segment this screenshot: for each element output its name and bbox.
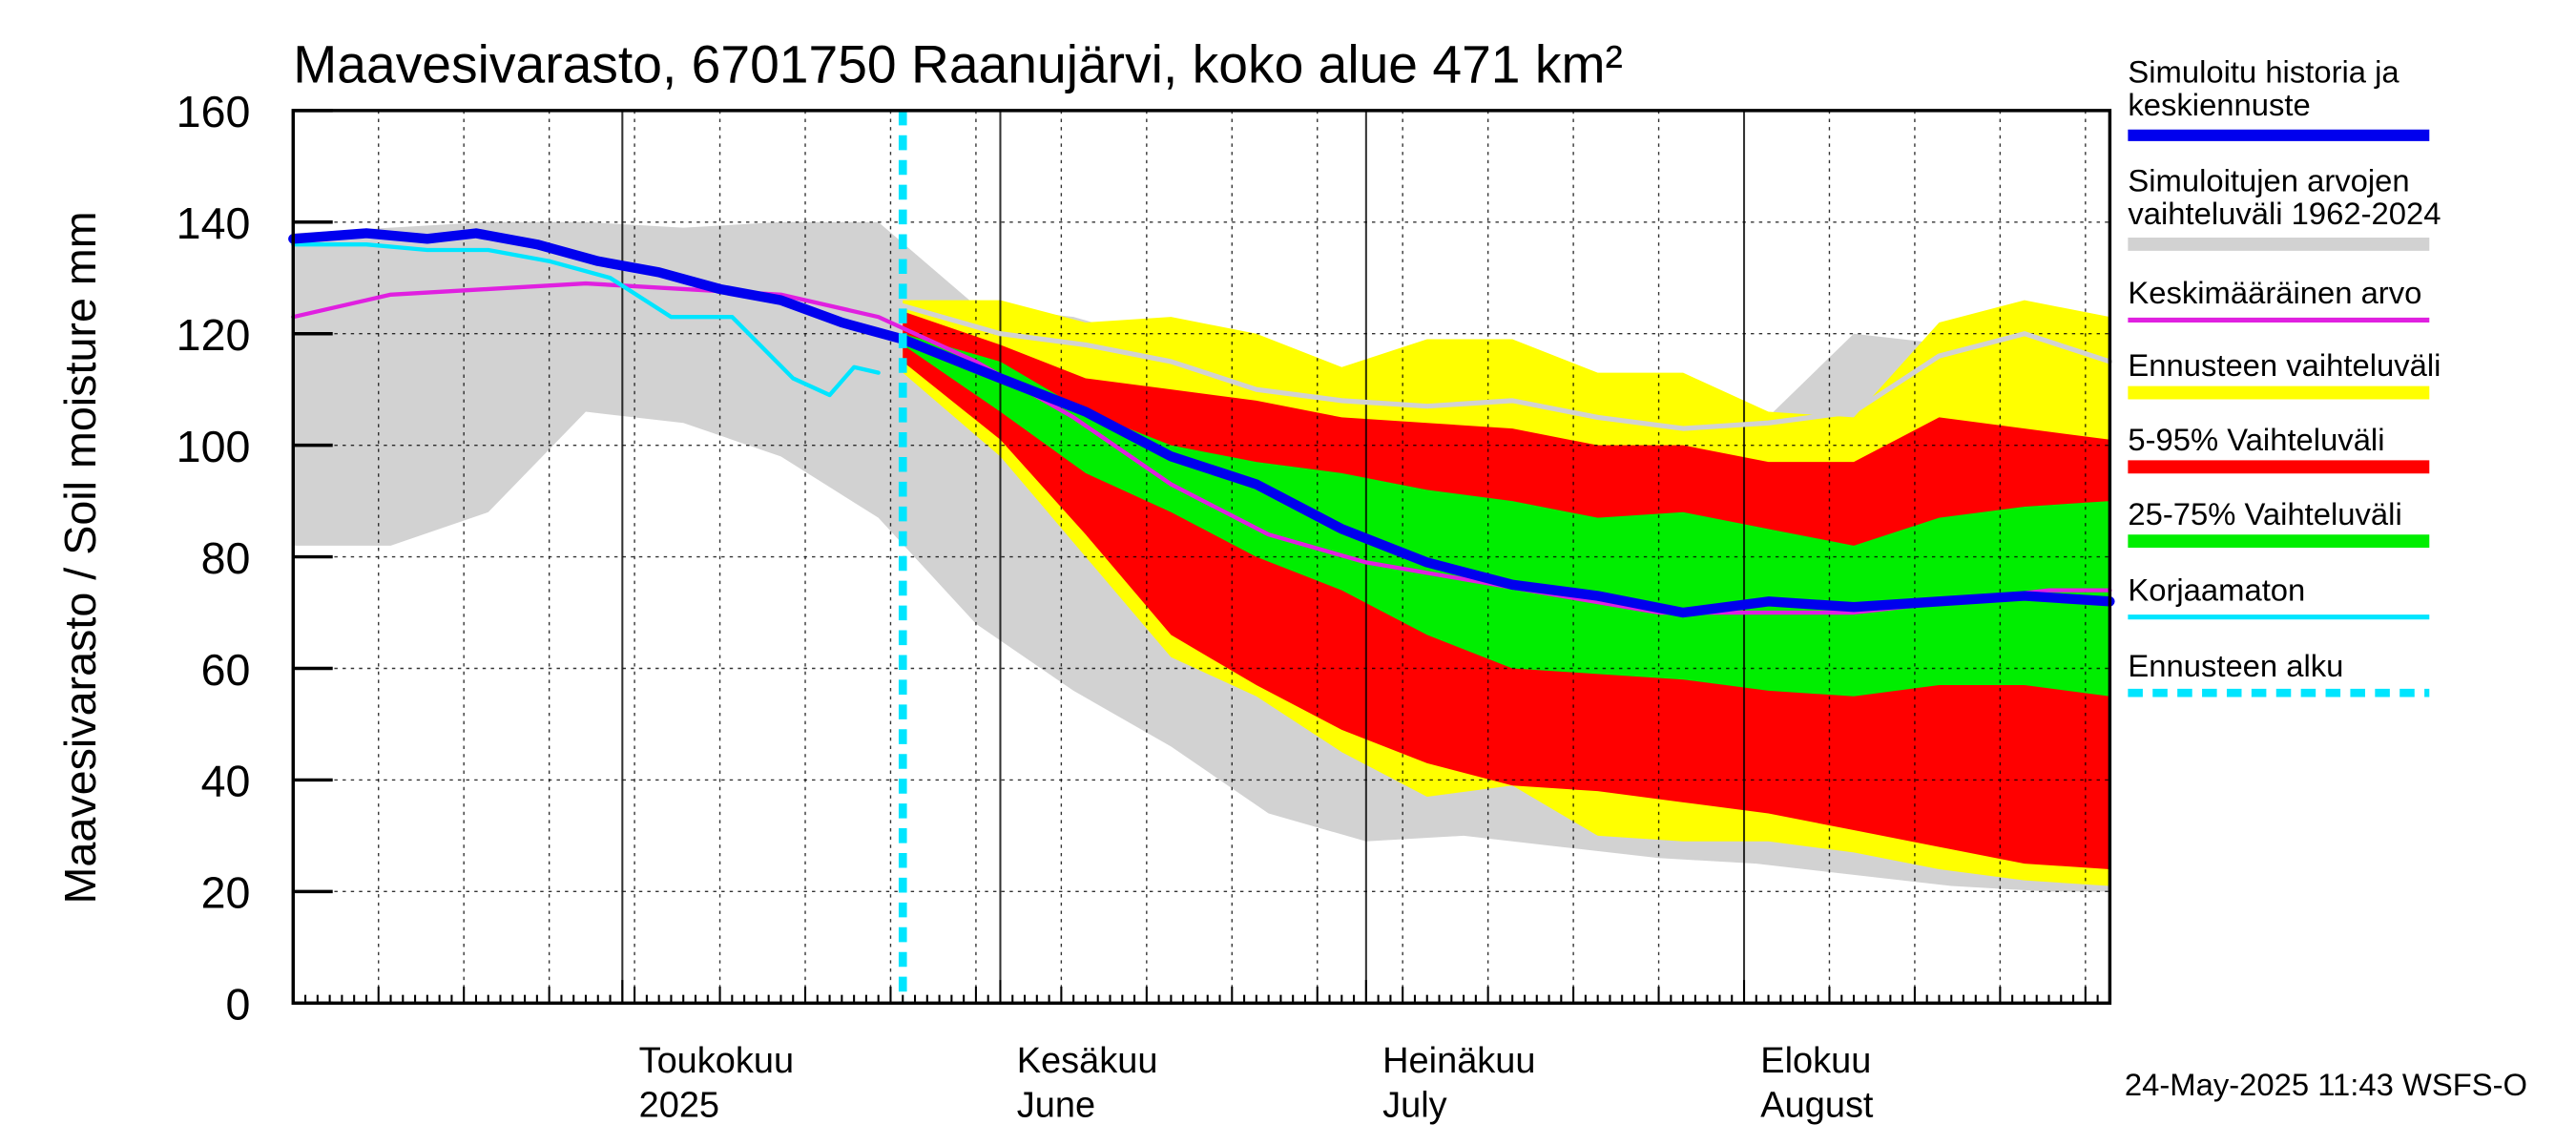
legend-entry: 25-75% Vaihteluväli — [2128, 496, 2430, 549]
y-tick-label: 0 — [225, 980, 250, 1030]
legend-entry: Korjaamaton — [2128, 572, 2430, 620]
legend-label: Korjaamaton — [2128, 572, 2305, 607]
y-tick-label: 140 — [177, 198, 251, 248]
legend-entry: Ennusteen alku — [2128, 648, 2430, 697]
x-month-sublabel: June — [1017, 1086, 1095, 1126]
y-tick-label: 40 — [201, 757, 251, 806]
y-tick-label: 60 — [201, 645, 251, 695]
legend-label: Keskimääräinen arvo — [2128, 275, 2421, 310]
y-tick-label: 100 — [177, 422, 251, 471]
legend-label: Simuloitu historia ja — [2128, 53, 2399, 89]
y-tick-label: 80 — [201, 533, 251, 583]
legend-label: Ennusteen vaihteluväli — [2128, 347, 2441, 383]
legend: Simuloitu historia jakeskiennusteSimuloi… — [2128, 53, 2441, 697]
x-month-label: Kesäkuu — [1017, 1041, 1158, 1081]
history-forecast-line — [288, 228, 2115, 618]
chart-title: Maavesivarasto, 6701750 Raanujärvi, koko… — [293, 34, 1623, 94]
x-month-sublabel: 2025 — [639, 1086, 719, 1126]
axes: 0 20 40 60 80 100 120 140 160 Toukokuu 2025 Kesäkuu… — [177, 87, 2111, 1126]
legend-label: Ennusteen alku — [2128, 648, 2343, 683]
legend-entry: 5-95% Vaihteluväli — [2128, 422, 2430, 474]
x-month-label: Elokuu — [1760, 1041, 1871, 1081]
legend-label-cont: keskiennuste — [2128, 87, 2310, 122]
uncorrected-line — [291, 242, 881, 398]
y-tick-label: 20 — [201, 868, 251, 918]
legend-label: 5-95% Vaihteluväli — [2128, 422, 2384, 457]
historical-range-median-line — [900, 302, 2112, 431]
y-tick-label: 160 — [177, 87, 251, 136]
x-month-sublabel: August — [1760, 1086, 1874, 1126]
series-lines — [288, 228, 2115, 618]
grid — [292, 110, 2110, 1004]
x-month-label: Toukokuu — [639, 1041, 795, 1081]
x-month-label: Heinäkuu — [1382, 1041, 1535, 1081]
y-tick-label: 120 — [177, 310, 251, 360]
legend-entry: Keskimääräinen arvo — [2128, 275, 2430, 323]
legend-label: Simuloitujen arvojen — [2128, 163, 2409, 198]
timestamp: 24-May-2025 11:43 WSFS-O — [2125, 1067, 2527, 1102]
x-month-sublabel: July — [1382, 1086, 1447, 1126]
y-axis-label: Maavesivarasto / Soil moisture mm — [55, 211, 105, 904]
legend-label: 25-75% Vaihteluväli — [2128, 496, 2401, 531]
legend-label-cont: vaihteluväli 1962-2024 — [2128, 196, 2441, 231]
legend-entry: Ennusteen vaihteluväli — [2128, 347, 2441, 400]
mean-line — [291, 281, 2112, 615]
